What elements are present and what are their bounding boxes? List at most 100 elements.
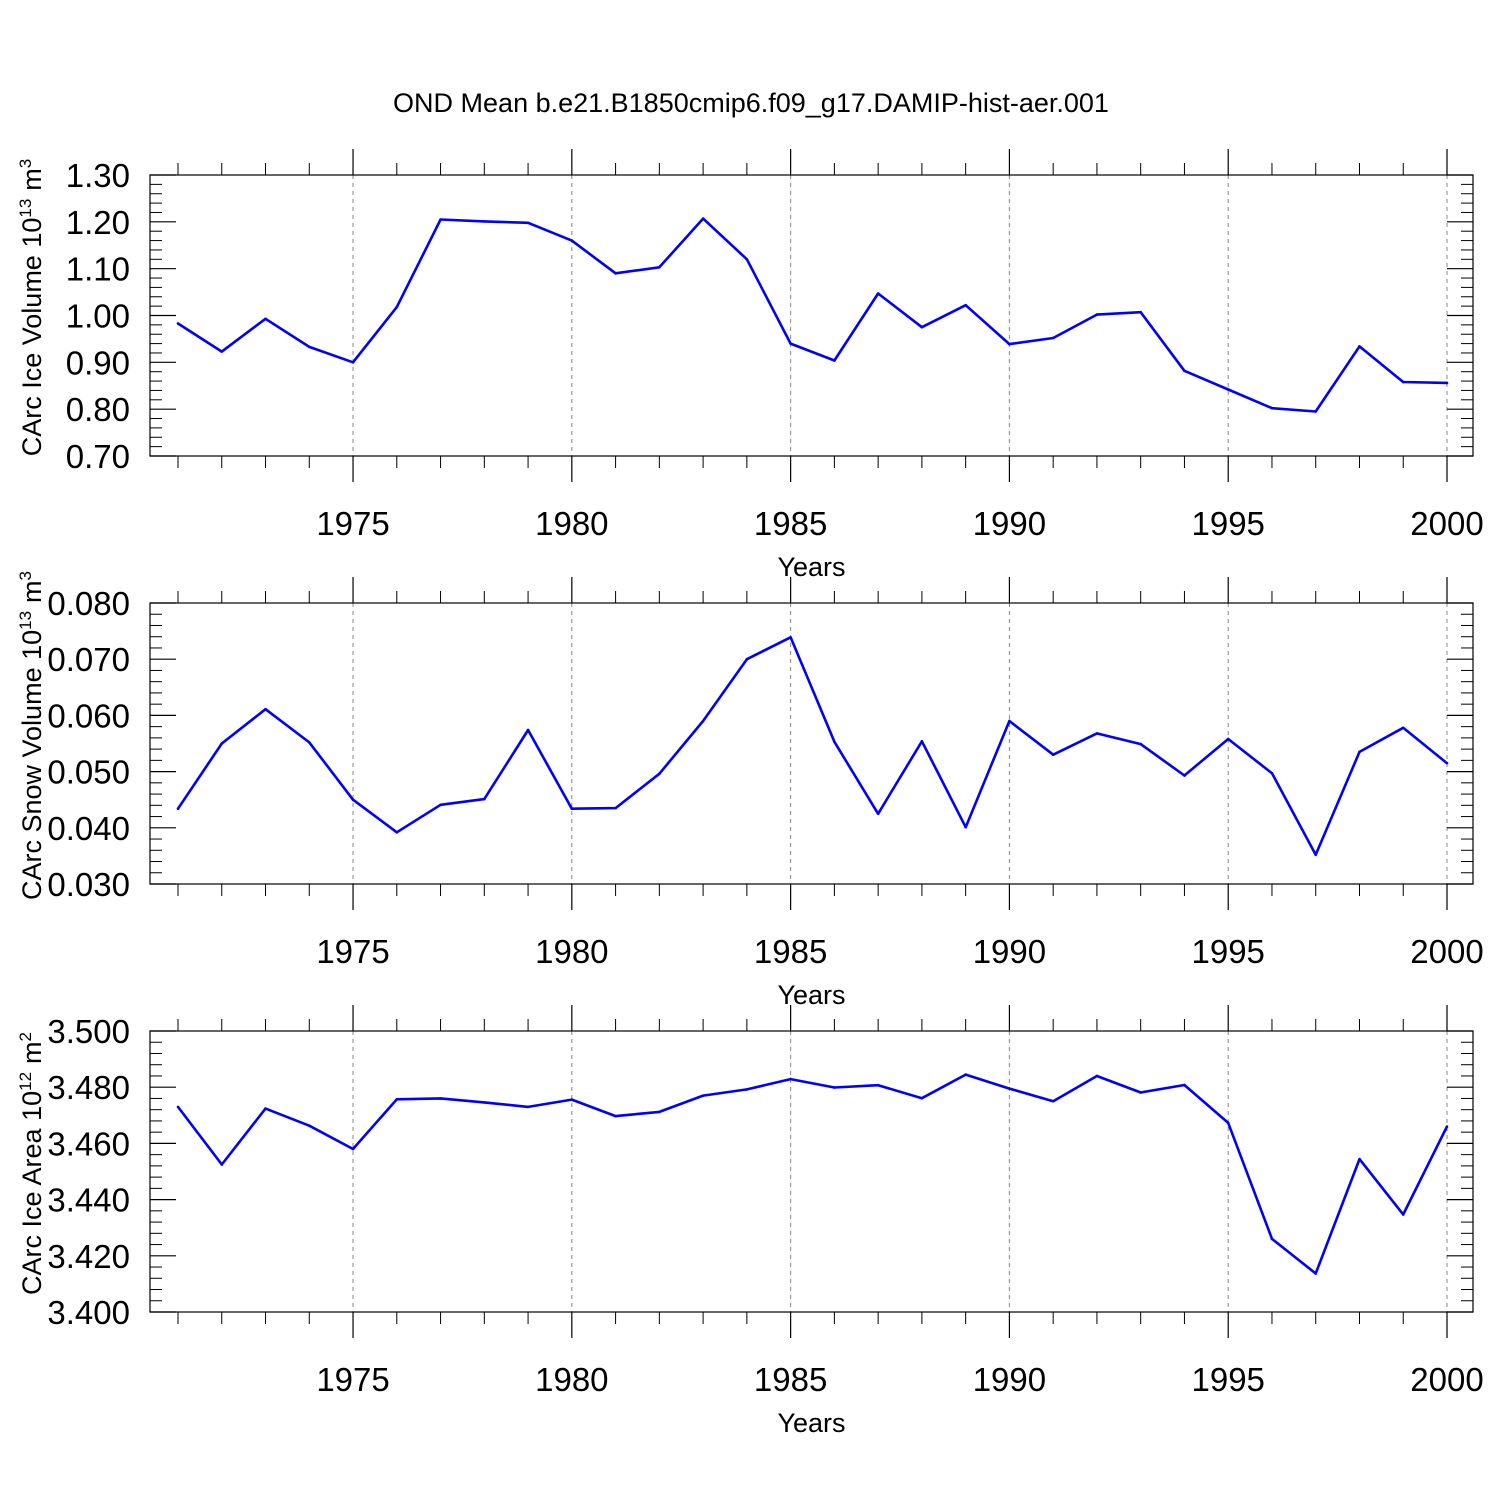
- panel3-data-point: [1008, 1087, 1011, 1090]
- panel2-data-point: [570, 807, 574, 810]
- panel3-x-tick-label: 1980: [535, 1361, 608, 1398]
- panel1-data-point: [701, 217, 705, 220]
- panel2-data-point: [483, 797, 486, 801]
- panel3-frame: [149, 1030, 1474, 1313]
- panel2-x-tick-label: 2000: [1410, 933, 1483, 970]
- panel3-data-point: [1270, 1237, 1274, 1241]
- y-axis-title-unit: m: [17, 168, 47, 191]
- panel2-x-tick-label: 1980: [535, 933, 608, 970]
- y-axis-title-main: CArc Ice Volume 10: [17, 218, 47, 457]
- panel2-data-point: [1270, 771, 1274, 775]
- y-axis-title-unit-exponent: 2: [16, 1032, 35, 1041]
- panel1-data-point: [307, 345, 311, 349]
- panel3-data-point: [964, 1073, 967, 1076]
- panel3-data-point: [264, 1107, 267, 1110]
- panel1-data-point: [351, 361, 355, 364]
- panel2-y-tick-label: 0.050: [47, 754, 130, 791]
- panel1-data-point: [1314, 410, 1318, 413]
- panel1-data-point: [920, 325, 924, 329]
- panel3-data-point: [1358, 1157, 1361, 1161]
- panel1-data-point: [876, 292, 880, 295]
- panel2-data-point: [526, 728, 530, 732]
- panel2-series-line: [176, 635, 1448, 857]
- y-axis-title-unit-exponent: 3: [16, 159, 35, 168]
- panel2-data-point: [658, 772, 661, 776]
- panel2-data-point: [1401, 726, 1405, 730]
- panel3-data-point: [439, 1097, 442, 1100]
- panel3-y-tick-label: 3.440: [47, 1182, 130, 1219]
- panel3-data-point: [745, 1088, 749, 1091]
- panel1-x-tick-label: 2000: [1410, 505, 1483, 542]
- panel1-data-point: [264, 317, 267, 321]
- panel3-data-point: [1445, 1125, 1449, 1128]
- panel3-data-point: [789, 1077, 792, 1081]
- panel3-y-tick-label: 3.460: [47, 1125, 130, 1162]
- panel1-data-point: [1445, 381, 1449, 385]
- panel3-x-tick-label: 1985: [754, 1361, 827, 1398]
- panel3-data-point: [701, 1094, 705, 1097]
- panel1-y-tick-label: 1.10: [66, 251, 130, 288]
- panel2-y-tick-label: 0.070: [47, 641, 130, 678]
- panel1-data-point: [1401, 380, 1405, 384]
- panel2-x-tick-label: 1975: [316, 933, 389, 970]
- panel3-data-point: [1139, 1091, 1142, 1094]
- panel2-y-tick-label: 0.060: [47, 697, 130, 734]
- panel3-data-point: [483, 1101, 486, 1104]
- panel2-data-point: [701, 719, 705, 723]
- y-axis-title-main: CArc Ice Area 10: [17, 1091, 47, 1295]
- panel3-data-point: [220, 1163, 224, 1166]
- panel1-x-tick-label: 1995: [1191, 505, 1264, 542]
- y-axis-title-exponent: 13: [16, 199, 35, 218]
- panel2-data-point: [1358, 750, 1361, 754]
- panel3-series-line: [176, 1073, 1449, 1275]
- panel1-series-line: [177, 217, 1448, 413]
- panel1-x-tick-label: 1990: [973, 505, 1046, 542]
- y-axis-title-main: CArc Snow Volume 10: [17, 630, 47, 900]
- panel1-data-point: [570, 239, 574, 242]
- y-axis-title-exponent: 13: [16, 611, 35, 630]
- y-axis-title-exponent: 12: [16, 1072, 35, 1091]
- panel2-data-point: [1314, 853, 1318, 857]
- panel2-data-point: [307, 741, 311, 744]
- panel2-y-tick-label: 0.080: [47, 585, 130, 622]
- panel3-data-point: [176, 1105, 180, 1109]
- panel3-y-tick-label: 3.480: [47, 1069, 130, 1106]
- panel1-data-point: [395, 305, 399, 309]
- panel3-data-point: [1095, 1074, 1099, 1078]
- y-axis-title-unit-exponent: 3: [16, 571, 35, 580]
- panel2-y-tick-label: 0.030: [47, 866, 130, 903]
- panel2-data-point: [1139, 742, 1142, 746]
- panel3-y-axis-title: CArc Ice Area 1012 m2: [16, 1032, 47, 1295]
- panel1-data-point: [1139, 310, 1142, 314]
- panel1-data-point: [220, 350, 224, 353]
- panel1-data-point: [1095, 313, 1099, 316]
- panel3-data-point: [1183, 1083, 1186, 1087]
- panel2-data-point: [745, 657, 749, 661]
- panel1-data-point: [833, 359, 836, 362]
- panel2-data-point: [1445, 761, 1449, 765]
- panel2-data-point: [789, 635, 792, 639]
- panel2-data-point: [264, 707, 267, 711]
- panel1-frame: [149, 174, 1474, 457]
- panel3-data-point: [1226, 1121, 1230, 1125]
- panel2-data-point: [876, 812, 880, 816]
- panel1-y-tick-label: 1.30: [66, 157, 130, 194]
- panel2-data-point: [1095, 732, 1099, 735]
- panel3-data-point: [920, 1096, 924, 1100]
- panel2-data-point: [833, 740, 836, 744]
- panel1-data-point: [1358, 345, 1361, 348]
- panel2-data-point: [1226, 737, 1230, 741]
- y-axis-title-unit: m: [17, 1041, 47, 1064]
- panel3-data-point: [1051, 1099, 1055, 1103]
- panel1-data-point: [614, 272, 617, 275]
- panel3-x-tick-label: 1990: [973, 1361, 1046, 1398]
- panel1-data-point: [789, 342, 792, 345]
- panel1-data-point: [1051, 336, 1055, 340]
- panel1-data-point: [1270, 406, 1274, 410]
- panel2-frame: [149, 602, 1474, 885]
- panel2-data-point: [176, 807, 180, 810]
- panel1-x-axis-title: Years: [777, 552, 845, 582]
- panel3-data-point: [876, 1083, 880, 1087]
- panel1-data-point: [964, 303, 967, 307]
